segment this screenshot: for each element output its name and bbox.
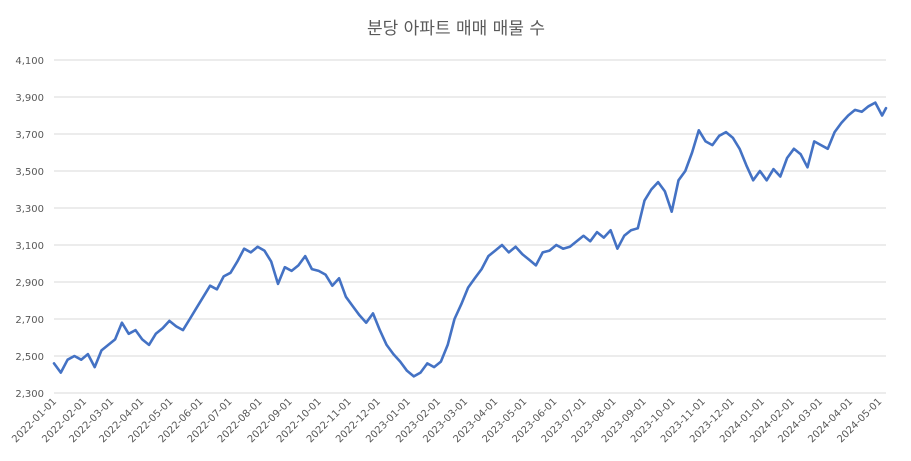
- y-tick-label: 3,500: [15, 167, 44, 178]
- y-tick-label: 3,300: [15, 204, 44, 215]
- gridlines: [54, 59, 886, 394]
- y-tick-label: 2,500: [15, 352, 44, 363]
- y-tick-label: 3,900: [15, 93, 44, 104]
- y-tick-label: 2,900: [15, 278, 44, 289]
- chart-title: 분당 아파트 매매 매물 수: [367, 19, 545, 39]
- y-tick-label: 2,700: [15, 315, 44, 326]
- y-tick-label: 4,100: [15, 56, 44, 67]
- y-tick-label: 2,300: [15, 389, 44, 400]
- y-tick-label: 3,100: [15, 241, 44, 252]
- x-axis-ticks: 2022-01-012022-02-012022-03-012022-04-01…: [10, 396, 884, 445]
- y-tick-label: 3,700: [15, 130, 44, 141]
- series-line: [52, 101, 888, 378]
- y-axis-ticks: 2,300 2,500 2,700 2,900 3,100 3,300 3,500 3,700…: [15, 56, 44, 400]
